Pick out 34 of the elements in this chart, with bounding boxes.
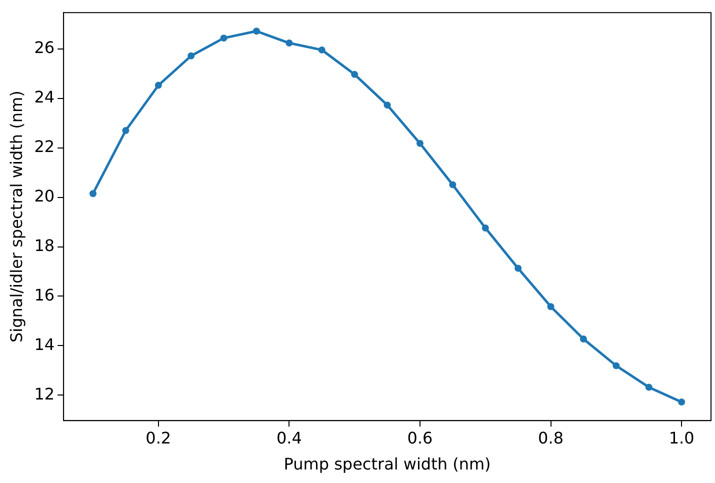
y-tick-label: 12 — [34, 384, 55, 404]
point — [547, 303, 554, 310]
y-tick-label: 14 — [34, 334, 55, 354]
y-tick-label: 26 — [34, 38, 55, 58]
point — [89, 190, 96, 198]
point — [351, 70, 358, 78]
point — [220, 34, 228, 42]
point — [318, 46, 326, 54]
point — [645, 384, 652, 391]
point — [122, 127, 130, 134]
point — [449, 181, 456, 188]
y-axis-title: Signal/idler spectral width (nm) — [6, 90, 26, 343]
point — [384, 102, 391, 109]
point — [154, 82, 162, 89]
x-tick-label: 0.6 — [407, 428, 433, 448]
point — [416, 140, 424, 147]
y-tick-label: 20 — [34, 186, 55, 206]
point — [678, 398, 686, 406]
y-tick-label: 16 — [34, 285, 55, 304]
x-tick-label: 0.8 — [538, 428, 564, 448]
y-tick-label: 18 — [34, 236, 55, 255]
point — [482, 224, 489, 232]
point — [612, 362, 620, 370]
x-tick-label: 1.0 — [668, 428, 694, 448]
x-tick-label: 0.4 — [276, 428, 302, 448]
x-axis-title: Pump spectral width (nm) — [284, 454, 491, 474]
point — [580, 336, 587, 342]
x-tick-label: 0.2 — [146, 428, 172, 448]
point — [514, 264, 522, 272]
point — [188, 52, 195, 60]
y-tick-label: 22 — [34, 137, 55, 156]
point — [252, 28, 260, 35]
y-tick-label: 24 — [34, 88, 55, 107]
point — [286, 40, 293, 47]
